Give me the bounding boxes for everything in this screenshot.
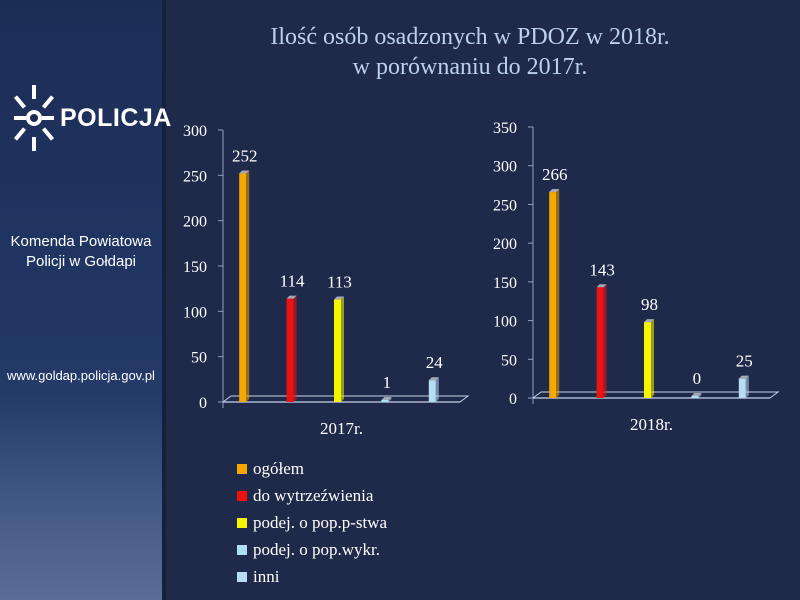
chart-2017r-bar-top-do-wytrzezwienia: [286, 295, 297, 299]
chart-2018r-bar-side-inni: [745, 375, 749, 398]
chart-title-line2: w porównaniu do 2017r.: [352, 54, 588, 80]
chart-2017r-bar-top-inni: [428, 377, 439, 381]
legend-label: podej. o pop.wykr.: [253, 539, 381, 559]
unit-name-line1: Komenda Powiatowa: [10, 233, 152, 250]
chart-2017r-bar-inni: [428, 380, 436, 402]
chart-2017r-y-tick-label: 100: [183, 304, 207, 321]
legend: ogółem do wytrzeźwienia podej. o pop.p-stw…: [237, 455, 387, 590]
unit-name: Komenda Powiatowa Policji w Gołdapi: [0, 232, 162, 272]
chart-2017r-bar-top-ogolem: [239, 170, 250, 174]
chart-2017: 0 50 100 150 200 250 300 252 114 113 1 24 2017r.: [183, 123, 470, 438]
chart-2018r-bar-ogolem: [549, 192, 557, 398]
legend-item-do-wytrzezwienia: do wytrzeźwienia: [237, 482, 387, 509]
legend-swatch: [237, 517, 247, 528]
chart-2018r-bar-side-podej-pop-wykr: [698, 393, 702, 398]
chart-2018r-data-label: 266: [542, 165, 568, 184]
legend-item-podej-pop-wykr: podej. o pop.wykr.: [237, 536, 387, 563]
chart-2017r-data-label: 24: [426, 353, 444, 372]
chart-2018r-y-tick-label: 300: [493, 159, 517, 176]
chart-2017r-y-tick-label: 0: [199, 395, 207, 412]
chart-2017r-bar-side-podej-pop-pstwa: [341, 296, 344, 402]
chart-2017r-bar-side-do-wytrzezwienia: [293, 295, 297, 402]
chart-2017r-data-label: 113: [327, 273, 352, 292]
chart-2018: 0 50 100 150 200 250 300 350 266 143 98 0 25 2018r.: [493, 120, 780, 434]
chart-2018r-y-tick-label: 50: [501, 352, 517, 369]
legend-label: ogółem: [253, 458, 304, 478]
chart-2018r-bar-inni: [738, 378, 746, 398]
chart-2018r-bar-side-ogolem: [556, 189, 560, 398]
chart-2017r-data-label: 252: [232, 147, 258, 166]
chart-2018r-bar-top-inni: [738, 375, 749, 379]
chart-2018r-bar-top-podej-pop-wykr: [691, 393, 702, 396]
chart-2018r-y-tick-label: 150: [493, 275, 517, 292]
sidebar: POLICJA Komenda Powiatowa Policji w Gołd…: [0, 0, 171, 600]
chart-2017r-category-label: 2017r.: [320, 419, 363, 438]
building-photo: [0, 400, 162, 600]
legend-item-ogolem: ogółem: [237, 455, 387, 482]
unit-name-line2: Policji w Gołdapi: [25, 253, 137, 270]
chart-2017r-bar-ogolem: [239, 173, 247, 402]
chart-title: Ilość osób osadzonych w PDOZ w 2018r. w …: [180, 22, 760, 82]
chart-2018r-data-label: 25: [736, 352, 753, 371]
chart-2018r-y-tick-label: 0: [509, 391, 517, 408]
chart-2018r-bar-side-do-wytrzezwienia: [603, 284, 607, 398]
legend-item-inni: inni: [237, 563, 387, 590]
chart-2017r-y-tick-label: 50: [191, 350, 207, 367]
chart-2018r-category-label: 2018r.: [630, 415, 673, 434]
chart-2017r-bar-side-inni: [435, 377, 439, 402]
chart-2017r-bar-do-wytrzezwienia: [286, 298, 294, 402]
police-logo: POLICJA: [14, 85, 172, 151]
chart-2017r-bar-side-ogolem: [246, 170, 250, 402]
legend-label: podej. o pop.p-stwa: [253, 512, 388, 532]
logo-text: POLICJA: [60, 103, 172, 132]
chart-2018r-bar-top-do-wytrzezwienia: [596, 284, 607, 288]
chart-2017r-y-tick-label: 250: [183, 168, 207, 185]
legend-swatch: [237, 571, 247, 582]
chart-2017r-bar-podej-pop-pstwa: [334, 299, 341, 402]
legend-swatch: [237, 490, 247, 501]
chart-2017r-bar-podej-pop-wykr: [381, 400, 389, 402]
chart-2018r-bar-side-podej-pop-pstwa: [651, 319, 654, 398]
website-link[interactable]: www.goldap.policja.gov.pl: [7, 368, 155, 383]
chart-2017r-data-label: 114: [280, 272, 305, 291]
chart-2018r-data-label: 98: [641, 295, 658, 314]
chart-2017r-bar-top-podej-pop-wykr: [381, 397, 392, 400]
legend-label: inni: [253, 566, 280, 586]
chart-2018r-bar-top-podej-pop-pstwa: [644, 319, 654, 323]
legend-label: do wytrzeźwienia: [253, 485, 374, 505]
chart-2018r-y-tick-label: 200: [493, 236, 517, 253]
chart-2017r-data-label: 1: [383, 373, 392, 392]
chart-2018r-data-label: 143: [589, 260, 615, 279]
chart-2017r-y-tick-label: 300: [183, 123, 207, 140]
chart-2017r-y-tick-label: 200: [183, 214, 207, 231]
chart-2017r-y-tick-label: 150: [183, 259, 207, 276]
chart-2018r-bar-top-ogolem: [549, 189, 560, 193]
chart-2018r-bar-do-wytrzezwienia: [596, 287, 604, 398]
chart-title-line1: Ilość osób osadzonych w PDOZ w 2018r.: [270, 24, 670, 50]
chart-2017r-bar-top-podej-pop-pstwa: [334, 296, 344, 300]
legend-item-podej-pop-pstwa: podej. o pop.p-stwa: [237, 509, 387, 536]
police-star-icon: [14, 85, 54, 151]
chart-2018r-y-tick-label: 250: [493, 197, 517, 214]
chart-2018r-data-label: 0: [693, 369, 702, 388]
chart-2018r-y-tick-label: 100: [493, 314, 517, 331]
chart-2018r-bar-podej-pop-pstwa: [644, 322, 651, 398]
chart-2017r-bar-side-podej-pop-wykr: [388, 397, 392, 402]
chart-2018r-y-tick-label: 350: [493, 120, 517, 137]
chart-2018r-bar-podej-pop-wykr: [691, 396, 699, 398]
legend-swatch: [237, 544, 247, 555]
legend-swatch: [237, 463, 247, 474]
